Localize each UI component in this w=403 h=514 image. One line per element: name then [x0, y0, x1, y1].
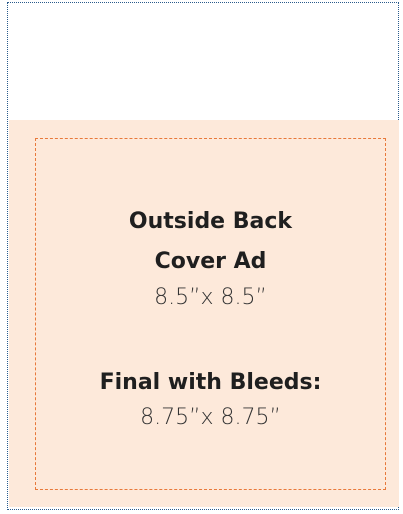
- bleed-label: Final with Bleeds:: [99, 370, 322, 395]
- bleed-size: 8.75”x 8.75”: [140, 405, 281, 430]
- ad-size: 8.5”x 8.5”: [154, 285, 267, 310]
- ad-title-line: Outside Back: [128, 209, 293, 234]
- safe-area: [35, 138, 386, 490]
- ad-area: [9, 120, 399, 507]
- ad-title-line: Cover Ad: [154, 249, 267, 274]
